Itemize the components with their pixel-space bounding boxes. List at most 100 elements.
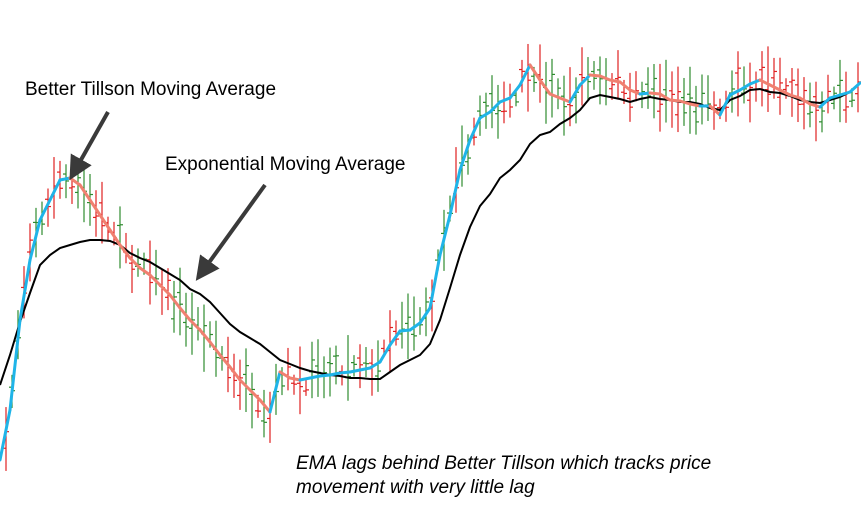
bear-price-bar [501,81,507,124]
tillson-series-segment [558,96,572,104]
tillson-series-segment [78,183,92,202]
tillson-series-segment [258,398,272,414]
moving-average-lines [0,63,861,462]
tillson-series-segment [38,198,52,222]
bull-price-bar [327,347,333,397]
bear-price-bar [285,347,291,391]
tillson-series-segment [428,253,442,310]
tillson-series-segment [158,283,172,297]
tillson-series-segment [288,376,302,382]
bear-price-bar [759,51,765,107]
tillson-series-segment [608,78,622,84]
bull-price-bar [315,339,321,397]
bear-price-bar [27,223,33,282]
tillson-series-segment [808,102,822,109]
tillson-series-segment [208,340,222,357]
bear-price-bar [795,68,801,123]
tillson-series-segment [398,328,412,333]
bear-price-bar [627,72,633,122]
bull-price-bar [819,91,825,133]
tillson-series-segment [648,91,662,96]
tillson-series-segment [168,293,182,310]
bull-price-bar [351,355,357,377]
bull-price-bar [345,335,351,401]
bull-price-bar [693,85,699,135]
price-bars [3,43,861,471]
lag-note-line2: movement with very little lag [296,477,535,498]
tillson-series-segment [508,83,522,100]
tillson-series-segment [268,370,282,414]
tillson-series-segment [388,329,402,347]
tillson-series-segment [248,388,262,402]
bull-price-bar [645,67,651,109]
tillson-series-segment [0,408,12,462]
tillson-series-segment [668,98,682,103]
tillson-series-segment [328,371,342,377]
tillson-series-segment [408,321,422,332]
bull-price-bar [603,58,609,106]
bull-price-bar [495,84,501,139]
bull-price-bar [183,292,189,347]
tillson-label: Better Tillson Moving Average [25,79,276,100]
tillson-series-segment [98,213,112,232]
bear-price-bar [657,63,663,132]
bear-price-bar [357,344,363,389]
tillson-series-segment [418,306,432,325]
bear-price-bar [609,73,615,100]
tillson-series-segment [498,96,512,104]
bull-price-bar [171,280,177,333]
bear-price-bar [777,57,783,115]
tillson-series-segment [218,353,232,369]
tillson-series-segment [688,102,702,108]
tillson-series-segment [578,73,592,87]
tillson-series-segment [528,63,542,82]
tillson-series-segment [278,370,292,380]
bull-price-bar [195,307,201,341]
bear-price-bar [159,269,165,315]
tillson-series-segment [88,198,102,217]
tillson-series-segment [658,92,672,102]
tillson-series-segment [598,74,612,82]
lag-note-line1: EMA lags behind Better Tillson which tra… [296,453,711,474]
tillson-series-segment [348,368,362,374]
bull-price-bar [705,75,711,121]
bear-price-bar [735,51,741,117]
tillson-series-segment [538,78,552,96]
bull-price-bar [153,249,159,296]
tillson-series-segment [818,96,832,109]
bull-price-bar [597,56,603,105]
bear-price-bar [615,50,621,100]
bull-price-bar [651,64,657,119]
tillson-series-segment [368,360,382,370]
bear-price-bar [825,74,831,114]
tillson-series-segment [8,318,22,412]
tillson-series-segment [828,93,842,100]
bear-price-bar [747,62,753,123]
bear-price-bar [369,349,375,396]
bear-price-bar [633,71,639,102]
bear-price-bar [393,320,399,346]
tillson-series-segment [848,81,861,94]
tillson-series-segment [738,82,752,92]
tillson-series-segment [758,78,772,87]
bull-price-bar [687,66,693,134]
bull-price-bar [561,75,567,136]
bear-price-bar [45,188,51,227]
tillson-series-segment [358,366,372,372]
tillson-series-segment [718,93,732,117]
tillson-series-segment [778,88,792,97]
tillson-series-segment [118,243,132,260]
tillson-series-segment [148,273,162,287]
bull-price-bar [837,59,843,123]
bull-price-bar [333,345,339,385]
tillson-series-segment [178,306,192,322]
bear-price-bar [579,47,585,106]
tillson-series-segment [318,373,332,378]
tillson-series-segment [548,92,562,100]
bull-price-bar [573,77,579,124]
bull-price-bar [489,75,495,129]
bear-price-bar [303,379,309,396]
tillson-series-segment [238,378,252,392]
tillson-series-segment [568,83,582,104]
